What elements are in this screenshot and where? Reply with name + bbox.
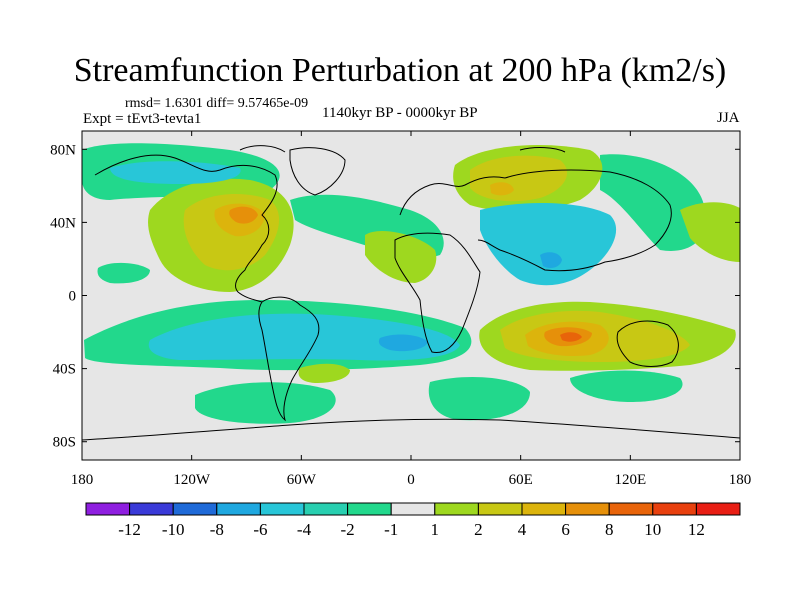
colorbar-box bbox=[477, 502, 523, 516]
colorbar-label: -12 bbox=[118, 520, 141, 539]
colorbar-box bbox=[85, 502, 131, 516]
colorbar-box bbox=[216, 502, 261, 516]
coast-arctic-islands bbox=[239, 145, 566, 153]
contour-north-pacific-core bbox=[110, 161, 241, 184]
contour-south-america-core bbox=[148, 313, 460, 361]
coast-australia bbox=[616, 320, 679, 367]
y-tick-label: 80N bbox=[50, 142, 76, 158]
colorbar-label: -10 bbox=[162, 520, 185, 539]
colorbar-box bbox=[390, 502, 436, 516]
plot-title: Streamfunction Perturbation at 200 hPa (… bbox=[73, 52, 727, 89]
colorbar-box bbox=[303, 502, 349, 516]
colorbar-boxes bbox=[85, 502, 741, 516]
period-label: 1140kyr BP - 0000kyr BP bbox=[322, 105, 478, 121]
coast-africa bbox=[394, 232, 481, 354]
x-tick-label: 0 bbox=[407, 472, 415, 488]
colorbar-box bbox=[695, 502, 741, 516]
colorbar-label: -1 bbox=[384, 520, 398, 539]
colorbar-label: 8 bbox=[605, 520, 614, 539]
contour-south-indian-negative bbox=[570, 370, 683, 402]
coast-asia bbox=[477, 169, 672, 272]
contour-se-pacific-negative bbox=[428, 377, 530, 421]
contour-central-asia-peak bbox=[540, 252, 562, 268]
y-tick-label: 80S bbox=[53, 435, 76, 451]
contour-central-asia-core bbox=[480, 203, 617, 286]
contour-atlantic-positive bbox=[365, 230, 437, 283]
coastlines bbox=[82, 145, 740, 441]
colorbar-label: -8 bbox=[210, 520, 224, 539]
experiment-label: Expt = tEvt3-tevta1 bbox=[83, 111, 202, 127]
colorbar-box bbox=[347, 502, 392, 516]
coast-europe bbox=[399, 176, 506, 216]
contour-south-america-peak bbox=[378, 334, 428, 352]
colorbar-box bbox=[652, 502, 697, 516]
coast-antarctica bbox=[82, 418, 740, 441]
x-tick-label: 60W bbox=[287, 472, 317, 488]
colorbar-box bbox=[434, 502, 479, 516]
contour-south-pacific-small-positive bbox=[298, 363, 350, 383]
colorbar-label: 12 bbox=[688, 520, 705, 539]
colorbar-label: 1 bbox=[431, 520, 440, 539]
colorbar-box bbox=[521, 502, 567, 516]
level-4-contours bbox=[229, 206, 592, 347]
y-tick-label: 40S bbox=[53, 362, 76, 378]
x-tick-label: 120E bbox=[614, 472, 646, 488]
x-tick-label: 180 bbox=[729, 472, 752, 488]
colorbar-labels: -12 -10 -8 -6 -4 -2 -1 1 2 4 6 8 10 12 bbox=[118, 520, 705, 539]
colorbar-box bbox=[129, 502, 174, 516]
contour-small-pacific-negative bbox=[97, 262, 150, 284]
x-tick-label: 120W bbox=[173, 472, 211, 488]
x-tick-label: 180 bbox=[71, 472, 94, 488]
x-tick-label: 60E bbox=[509, 472, 533, 488]
colorbar-box bbox=[259, 502, 305, 516]
stats-label: rmsd= 1.6301 diff= 9.57465e-09 bbox=[125, 96, 309, 111]
colorbar-box bbox=[565, 502, 610, 516]
colorbar-label: 4 bbox=[518, 520, 527, 539]
colorbar-box bbox=[172, 502, 218, 516]
colorbar-label: -2 bbox=[341, 520, 355, 539]
contour-southern-ocean-negative bbox=[195, 382, 336, 424]
contour-siberia-peak bbox=[490, 182, 514, 196]
colorbar-box bbox=[608, 502, 654, 516]
contour-tropical-east-positive bbox=[680, 202, 740, 262]
colorbar-label: 6 bbox=[561, 520, 570, 539]
colorbar-label: -4 bbox=[297, 520, 312, 539]
contour-east-pacific-negative bbox=[600, 154, 706, 251]
season-label: JJA bbox=[717, 110, 740, 126]
contour-indian-ocean-top bbox=[560, 332, 582, 342]
coast-greenland bbox=[289, 147, 346, 196]
y-tick-label: 0 bbox=[69, 289, 77, 305]
colorbar: -12 -10 -8 -6 -4 -2 -1 1 2 4 6 8 10 12 bbox=[85, 502, 741, 539]
contour-north-america-max bbox=[229, 206, 258, 224]
coast-north-america bbox=[94, 154, 278, 303]
colorbar-label: 2 bbox=[474, 520, 483, 539]
colorbar-label: -6 bbox=[253, 520, 267, 539]
colorbar-label: 10 bbox=[644, 520, 661, 539]
contour-field bbox=[82, 143, 740, 441]
y-tick-label: 40N bbox=[50, 215, 76, 231]
coast-south-america bbox=[258, 296, 320, 422]
axis-ticks: 180 120W 60W 0 60E 120E 180 80N 40N 0 40S 80S bbox=[50, 131, 751, 488]
